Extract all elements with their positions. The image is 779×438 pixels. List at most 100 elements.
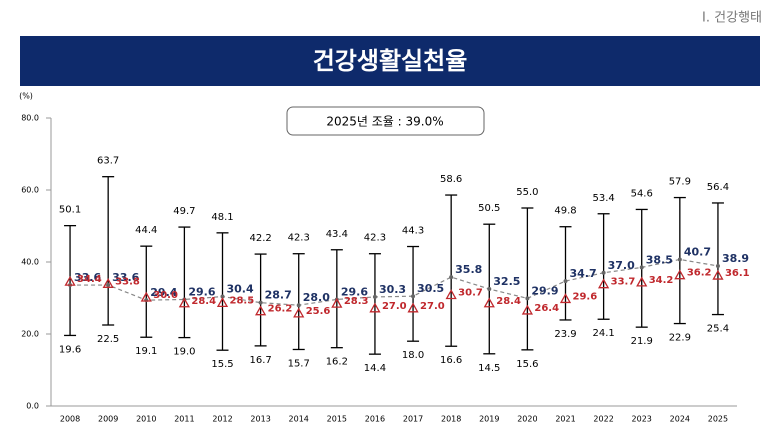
x-tick-label: 2023 (632, 415, 652, 424)
high-label: 42.2 (249, 233, 271, 244)
value-label: 29.6 (573, 291, 598, 302)
x-tick-label: 2014 (289, 415, 309, 424)
value-label: 36.2 (687, 268, 712, 279)
note-box (286, 106, 485, 136)
x-tick-label: 2022 (593, 415, 613, 424)
triangle-marker (445, 289, 457, 300)
value-label: 34.2 (649, 275, 674, 286)
high-label: 53.4 (592, 193, 614, 204)
triangle-marker (331, 297, 343, 308)
chart-title: 건강생활실천율 (313, 47, 468, 75)
triangle-marker (369, 302, 381, 313)
value-label: 32.5 (493, 275, 520, 288)
low-label: 22.9 (669, 333, 691, 344)
x-tick-label: 2012 (212, 415, 232, 424)
point (563, 279, 568, 284)
high-label: 49.8 (554, 206, 576, 217)
value-label: 30.7 (458, 287, 483, 298)
x-tick-label: 2024 (670, 415, 690, 424)
low-label: 24.1 (592, 328, 614, 339)
value-label: 30.0 (153, 290, 178, 301)
y-tick-label: 80.0 (21, 114, 39, 123)
low-label: 15.7 (288, 358, 310, 369)
title-bar (20, 36, 760, 86)
high-label: 44.4 (135, 225, 157, 236)
triangle-marker (636, 276, 648, 287)
low-label: 18.0 (402, 350, 424, 361)
value-label: 36.1 (725, 268, 750, 279)
point (258, 300, 263, 305)
value-label: 33.6 (112, 271, 139, 284)
triangle-marker (559, 293, 572, 304)
value-label: 38.9 (722, 252, 749, 265)
value-label: 30.5 (417, 282, 444, 295)
point (677, 257, 682, 262)
low-label: 16.7 (249, 355, 271, 366)
low-label: 25.4 (707, 324, 729, 335)
trend-line (70, 258, 719, 306)
point (715, 263, 720, 268)
x-tick-label: 2015 (327, 415, 347, 424)
y-unit: (%) (19, 92, 33, 101)
triangle-marker (521, 304, 534, 315)
high-label: 50.1 (59, 205, 81, 216)
point (296, 303, 301, 308)
low-label: 16.2 (326, 357, 348, 368)
x-tick-label: 2010 (136, 415, 156, 424)
high-label: 56.4 (707, 182, 729, 193)
point (525, 296, 530, 301)
low-label: 19.6 (59, 344, 81, 355)
low-label: 14.4 (364, 363, 386, 374)
value-label: 28.4 (191, 296, 216, 307)
section-label: Ⅰ. 건강행태 (702, 10, 762, 26)
low-label: 16.6 (440, 355, 462, 366)
x-tick-label: 2008 (60, 415, 80, 424)
value-label: 26.4 (534, 303, 559, 314)
triangle-marker (102, 277, 114, 288)
high-label: 42.3 (288, 233, 310, 244)
x-tick-label: 2019 (479, 415, 499, 424)
x-tick-label: 2011 (174, 415, 194, 424)
high-label: 54.6 (631, 188, 653, 199)
triangle-marker (712, 269, 724, 280)
low-label: 14.5 (478, 363, 500, 374)
value-label: 28.0 (303, 291, 330, 304)
point (372, 294, 377, 299)
y-tick-label: 20.0 (21, 330, 39, 339)
high-label: 43.4 (326, 229, 348, 240)
value-label: 34.4 (77, 274, 102, 285)
point (220, 294, 225, 299)
y-tick-label: 40.0 (21, 258, 39, 267)
low-label: 22.5 (97, 334, 119, 345)
value-label: 33.7 (611, 277, 636, 288)
triangle-marker (407, 302, 419, 313)
triangle-marker (178, 297, 191, 308)
point (487, 287, 492, 291)
value-label: 26.2 (268, 304, 293, 315)
x-tick-label: 2009 (98, 415, 118, 424)
triangle-marker (597, 278, 610, 289)
low-label: 23.9 (554, 329, 576, 340)
x-tick-label: 2016 (365, 415, 385, 424)
high-label: 50.5 (478, 203, 500, 214)
y-tick-label: 0.0 (26, 402, 39, 411)
high-label: 63.7 (97, 156, 119, 167)
value-label: 28.3 (344, 296, 369, 307)
note: 2025년 조율 : 39.0% (326, 115, 443, 129)
high-label: 58.6 (440, 174, 462, 185)
high-label: 44.3 (402, 226, 424, 237)
triangle-marker (293, 307, 305, 318)
point (106, 283, 111, 288)
x-tick-label: 2013 (250, 415, 270, 424)
value-label: 33.8 (115, 276, 140, 287)
value-label: 28.7 (265, 289, 292, 302)
value-label: 37.0 (608, 259, 635, 272)
x-tick-label: 2018 (441, 415, 461, 424)
point (411, 294, 416, 299)
value-label: 29.6 (341, 285, 368, 298)
low-label: 19.0 (173, 347, 195, 358)
low-label: 19.1 (135, 346, 157, 357)
value-label: 27.0 (420, 301, 445, 312)
point (639, 265, 644, 270)
value-label: 33.6 (74, 271, 101, 284)
